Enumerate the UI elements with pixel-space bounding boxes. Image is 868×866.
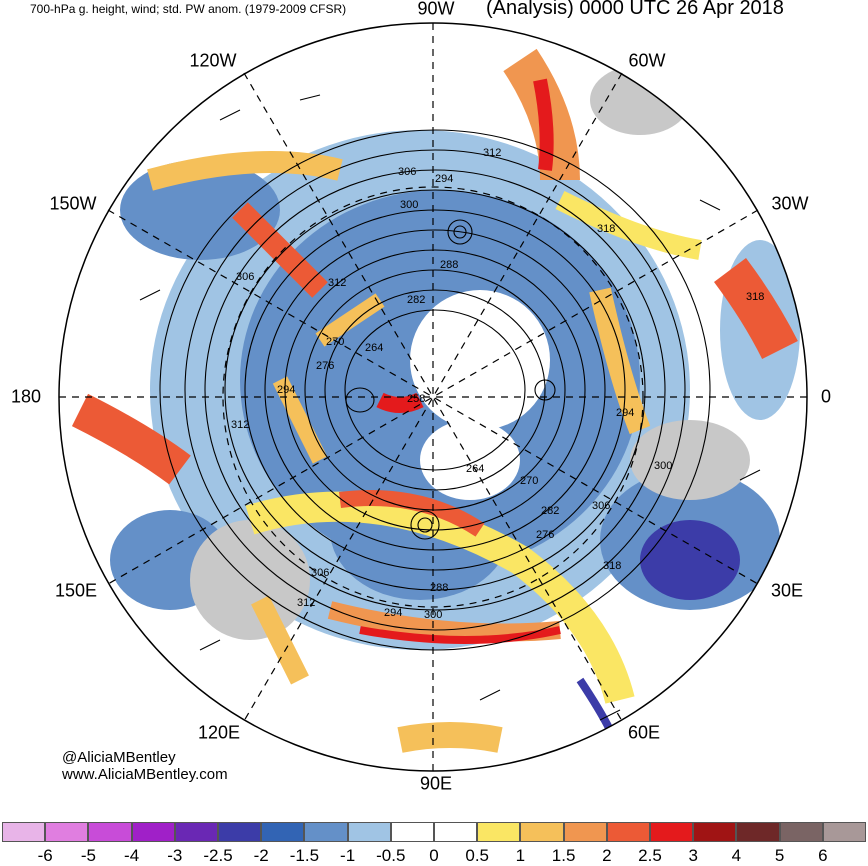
- colorbar-tick-label: 0: [429, 846, 439, 865]
- contour-label: 270: [520, 475, 538, 487]
- contour-label: 306: [592, 500, 610, 512]
- pw-anomaly-field: [59, 23, 807, 771]
- colorbar-cell: [218, 822, 262, 842]
- contour-label: 288: [440, 259, 458, 271]
- lon-label-90w: 90W: [417, 0, 455, 19]
- lon-label-150e: 150E: [54, 580, 98, 601]
- colorbar-cell: [45, 822, 89, 842]
- colorbar-cell: [390, 822, 434, 842]
- contour-label: 294: [277, 384, 295, 396]
- colorbar-cell: [304, 822, 348, 842]
- contour-label: 294: [616, 407, 634, 419]
- credit-website: www.AliciaMBentley.com: [62, 766, 228, 783]
- map-title-left: 700-hPa g. height, wind; std. PW anom. (…: [30, 2, 347, 16]
- colorbar-tick-label: 4: [731, 846, 742, 865]
- lon-label-60w: 60W: [628, 50, 666, 71]
- contour-label: 282: [541, 505, 559, 517]
- lon-label-30e: 30E: [770, 580, 804, 601]
- colorbar-cell: [174, 822, 218, 842]
- colorbar-cell: [736, 822, 780, 842]
- contour-label: 276: [316, 360, 334, 372]
- colorbar-cell: [650, 822, 694, 842]
- colorbar-tick-label: 1: [515, 846, 526, 865]
- colorbar-cell: [261, 822, 305, 842]
- colorbar-tick-label: -4: [124, 846, 140, 865]
- colorbar-tick-label: -0.5: [376, 846, 406, 865]
- contour-label: 306: [311, 567, 329, 579]
- contour-label: 276: [536, 529, 554, 541]
- lon-label-90e: 90E: [419, 773, 453, 794]
- colorbar-tick-label: -2: [253, 846, 269, 865]
- contour-label: 312: [297, 597, 315, 609]
- contour-label: 288: [430, 582, 448, 594]
- polar-map: 312 306 294 300 318 318 306 312 288 282 …: [58, 22, 808, 772]
- contour-label: 312: [231, 419, 249, 431]
- colorbar-tick-label: 3: [688, 846, 698, 865]
- credit-twitter: @AliciaMBentley: [62, 749, 176, 766]
- colorbar: -6 -5 -4 -3 -2.5 -2 -1.5 -1 -0.5 0 0.5 1 1.5 2 2.5 3 4 5 6: [0, 822, 868, 865]
- colorbar-tick-label: 1.5: [551, 846, 576, 865]
- lon-label-0: 0: [820, 386, 832, 407]
- colorbar-cell: [822, 822, 866, 842]
- colorbar-cell: [347, 822, 391, 842]
- lon-label-150w: 150W: [49, 193, 97, 214]
- colorbar-tick-label: -5: [80, 846, 96, 865]
- lon-label-120w: 120W: [189, 50, 237, 71]
- graticule: [59, 23, 807, 771]
- colorbar-cell: [131, 822, 175, 842]
- lon-label-120e: 120E: [197, 722, 241, 743]
- contour-label: 294: [435, 173, 453, 185]
- contour-label: 294: [384, 607, 402, 619]
- colorbar-cell: [2, 822, 46, 842]
- contour-labels: 312 306 294 300 318 318 306 312 288 282 …: [231, 147, 764, 621]
- contour-label: 258: [407, 393, 425, 405]
- map-title-right: (Analysis) 0000 UTC 26 Apr 2018: [486, 0, 784, 19]
- contour-label: 264: [466, 463, 484, 475]
- height-contours: [159, 129, 711, 651]
- lon-label-30w: 30W: [771, 193, 809, 214]
- colorbar-tick-label: 5: [774, 846, 785, 865]
- colorbar-tick-label: 2: [602, 846, 612, 865]
- colorbar-cell: [520, 822, 564, 842]
- contour-label: 270: [326, 336, 344, 348]
- colorbar-tick-label: 0.5: [465, 846, 490, 865]
- contour-label: 300: [400, 199, 418, 211]
- colorbar-cell: [477, 822, 521, 842]
- contour-label: 264: [365, 342, 383, 354]
- colorbar-tick-label: -1.5: [289, 846, 320, 865]
- contour-label: 306: [236, 271, 254, 283]
- contour-label: 318: [746, 291, 764, 303]
- contour-label: 312: [328, 277, 346, 289]
- colorbar-tick-label: -6: [37, 846, 53, 865]
- colorbar-tick-label: 2.5: [638, 846, 662, 865]
- colorbar-tick-label: 6: [818, 846, 828, 865]
- contour-label: 282: [407, 294, 425, 306]
- colorbar-cell: [779, 822, 823, 842]
- colorbar-cell: [434, 822, 478, 842]
- colorbar-tick-label: -2.5: [203, 846, 233, 865]
- contour-label: 312: [483, 147, 501, 159]
- colorbar-tick-label: -1: [340, 846, 356, 865]
- colorbar-cell: [693, 822, 737, 842]
- colorbar-cell: [563, 822, 607, 842]
- contour-label: 300: [654, 460, 672, 472]
- contour-label: 318: [603, 560, 621, 572]
- colorbar-cell: [606, 822, 650, 842]
- wind-barbs: [139, 94, 761, 721]
- lon-label-180: 180: [10, 386, 42, 407]
- contour-label: 300: [424, 609, 442, 621]
- colorbar-tick-label: -3: [167, 846, 183, 865]
- contour-label: 318: [597, 223, 615, 235]
- lon-label-60e: 60E: [627, 722, 661, 743]
- contour-label: 306: [398, 166, 416, 178]
- colorbar-cell: [88, 822, 132, 842]
